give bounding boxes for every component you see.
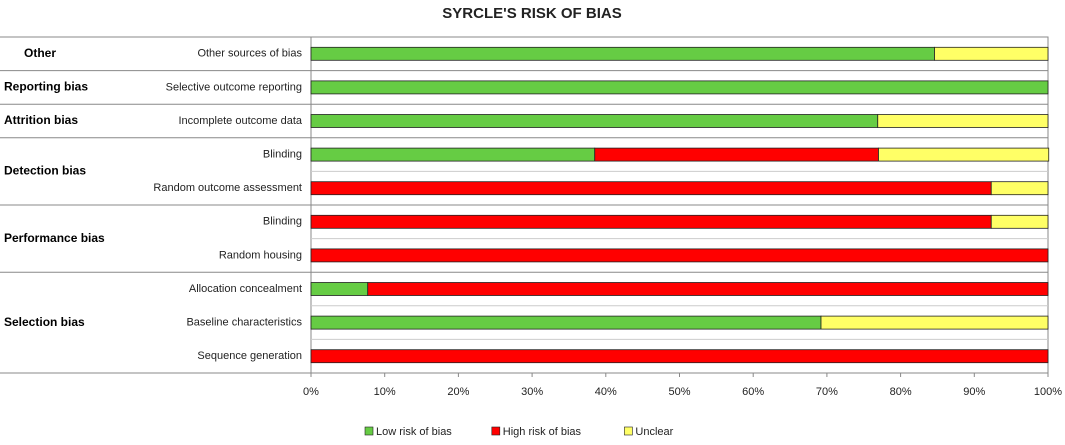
x-tick-label: 30% (521, 386, 543, 398)
bar-segment (367, 282, 1049, 296)
x-tick-label: 100% (1034, 386, 1062, 398)
bar-segment (820, 315, 1049, 330)
bar-segment (310, 46, 935, 61)
x-tick-label: 10% (374, 386, 396, 398)
category-label: Allocation concealment (189, 283, 302, 295)
legend-swatch (491, 426, 501, 436)
category-label: Other sources of bias (197, 48, 302, 60)
legend-swatch (624, 426, 633, 436)
bar-segment (877, 114, 1049, 128)
bar-segment (310, 80, 1049, 95)
x-tick-label: 90% (963, 386, 985, 398)
bar-segment (594, 147, 879, 162)
category-label: Random housing (219, 249, 302, 261)
x-tick-label: 0% (303, 386, 319, 398)
x-tick-label: 80% (890, 386, 912, 398)
legend-label: High risk of bias (503, 426, 582, 438)
legend-swatch (364, 426, 374, 436)
bar-segment (310, 147, 596, 162)
group-label: Detection bias (4, 164, 86, 178)
category-label: Incomplete outcome data (178, 115, 302, 127)
bar-segment (310, 214, 992, 229)
bar-segment (310, 315, 822, 330)
x-tick-label: 40% (595, 386, 617, 398)
group-label: Performance bias (4, 231, 105, 245)
category-label: Blinding (263, 216, 302, 228)
group-label: Reporting bias (4, 80, 88, 94)
category-label: Selective outcome reporting (166, 81, 302, 93)
x-tick-label: 20% (447, 386, 469, 398)
bar-segment (990, 181, 1049, 196)
bar-segment (310, 181, 992, 196)
category-label: Baseline characteristics (186, 317, 302, 329)
x-tick-label: 60% (742, 386, 764, 398)
group-label: Attrition bias (4, 113, 78, 127)
legend-label: Low risk of bias (376, 426, 452, 438)
group-label: Other (24, 46, 56, 60)
bar-segment (310, 114, 879, 128)
bar-segment (310, 282, 369, 296)
category-label: Sequence generation (197, 350, 302, 362)
bar-segment (934, 46, 1049, 61)
chart-title: SYRCLE'S RISK OF BIAS (442, 5, 621, 22)
bar-segment (310, 248, 1049, 263)
group-label: Selection bias (4, 315, 85, 329)
bar-segment (310, 349, 1049, 364)
category-label: Blinding (263, 149, 302, 161)
legend-label: Unclear (635, 426, 673, 438)
bar-segment (990, 214, 1049, 229)
x-tick-label: 70% (816, 386, 838, 398)
bar-segment (878, 147, 1050, 162)
x-tick-label: 50% (668, 386, 690, 398)
category-label: Random outcome assessment (153, 182, 302, 194)
